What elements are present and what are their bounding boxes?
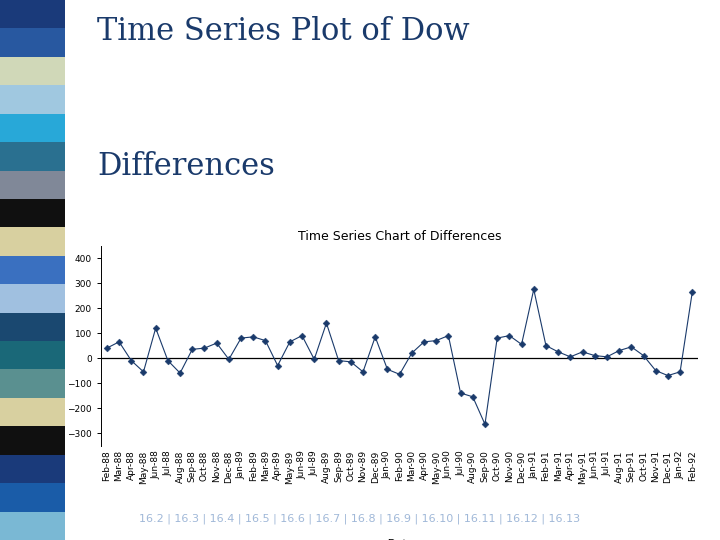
X-axis label: Date: Date [386,539,413,540]
Text: Differences: Differences [97,151,275,182]
Text: 16.2 | 16.3 | 16.4 | 16.5 | 16.6 | 16.7 | 16.8 | 16.9 | 16.10 | 16.11 | 16.12 | : 16.2 | 16.3 | 16.4 | 16.5 | 16.6 | 16.7 … [140,513,580,524]
Text: Time Series Plot of Dow: Time Series Plot of Dow [97,16,470,47]
Title: Time Series Chart of Differences: Time Series Chart of Differences [298,230,501,243]
